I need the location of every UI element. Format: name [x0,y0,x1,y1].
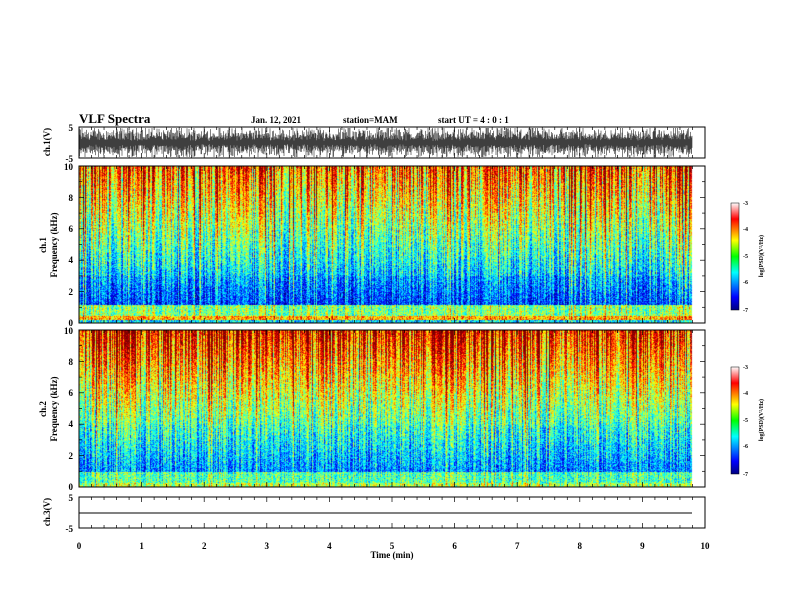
ch2-spec-ylabel-b: Frequency (kHz) [49,376,59,441]
ch2-cb-tick-m4: -4 [743,391,748,397]
ch2-cb-tick-m5: -5 [743,418,748,424]
ch2-ytick-4: 4 [69,419,74,429]
start-time-label: start UT = 4 : 0 : 1 [438,115,509,125]
ch2-spectrogram-panel: 0 2 4 6 8 10 ch.2 Frequency (kHz) [38,326,706,492]
ch2-cb-tick-m3: -3 [743,365,748,371]
ch3-waveform-panel: 5 -5 ch.3(V) [42,493,706,534]
xtick-1: 1 [139,541,144,551]
ch1-ytick-2: 2 [69,287,74,297]
xtick-4: 4 [327,541,332,551]
ch1-waveform-path [78,128,693,157]
ch3-wave-ylabel: ch.3(V) [42,498,52,526]
ch1-cb-tick-m6: -6 [743,280,748,286]
ch2-ytick-10: 10 [64,326,74,336]
ch1-waveform-panel: 5 -5 ch.1(V) [42,123,706,164]
ch2-cb-label: log(PSD)(V²/Hz) [758,399,765,441]
xtick-0: 0 [77,541,82,551]
ch1-spec-ylabel-a: ch.1 [38,237,48,253]
ch1-colorbar: -3 -4 -5 -6 -7 log(PSD)(V²/Hz) [730,201,765,314]
ch2-colorbar: -3 -4 -5 -6 -7 log(PSD)(V²/Hz) [730,365,765,478]
ch1-wave-ytick-bottom: -5 [66,154,74,164]
x-axis: 0 1 2 3 4 5 6 7 8 9 10 Time (min) [77,541,710,560]
ch3-wave-ytick-bottom: -5 [66,524,74,534]
ch1-ytick-4: 4 [69,255,74,265]
station-label: station=MAM [343,115,398,125]
ch2-colorbar-gradient [730,366,740,475]
ch1-wave-ytick-top: 5 [69,123,74,133]
ch2-cb-tick-m6: -6 [743,444,748,450]
xtick-9: 9 [640,541,645,551]
xtick-6: 6 [452,541,457,551]
ch1-cb-tick-m7: -7 [743,308,748,314]
xtick-8: 8 [578,541,583,551]
x-axis-label: Time (min) [370,550,413,560]
ch1-ytick-6: 6 [69,224,74,234]
ch1-ytick-0: 0 [69,318,74,328]
ch2-cb-tick-m7: -7 [743,472,748,478]
ch1-wave-ylabel: ch.1(V) [42,128,52,156]
ch1-spectrogram-ticks [78,165,706,324]
ch2-ytick-8: 8 [69,357,74,367]
ch1-cb-tick-m5: -5 [743,254,748,260]
ch1-spec-ylabel-b: Frequency (kHz) [49,212,59,277]
xtick-2: 2 [202,541,207,551]
ch3-wave-ytick-top: 5 [69,493,74,503]
ch1-colorbar-gradient [730,202,740,311]
ch2-ytick-2: 2 [69,451,74,461]
ch1-cb-tick-m3: -3 [743,201,748,207]
ch2-ytick-6: 6 [69,388,74,398]
ch1-spectrogram-panel: 0 2 4 6 8 10 ch.1 Frequency (kHz) [38,162,706,328]
ch1-ytick-10: 10 [64,162,74,172]
ch3-waveform-ticks [78,497,706,528]
ch1-waveform-xticks [78,127,706,158]
xtick-3: 3 [265,541,270,551]
xtick-10: 10 [701,541,711,551]
date-label: Jan. 12, 2021 [251,115,302,125]
chart-title: VLF Spectra [79,111,151,126]
xtick-7: 7 [515,541,520,551]
ch2-spectrogram-ticks [78,329,706,488]
xtick-5: 5 [390,541,395,551]
ch1-cb-label: log(PSD)(V²/Hz) [758,235,765,277]
ch1-waveform-trace [78,128,693,157]
ch1-ytick-8: 8 [69,193,74,203]
ch2-ytick-0: 0 [69,482,74,492]
ch2-spec-ylabel-a: ch.2 [38,401,48,417]
ch1-cb-tick-m4: -4 [743,227,748,233]
